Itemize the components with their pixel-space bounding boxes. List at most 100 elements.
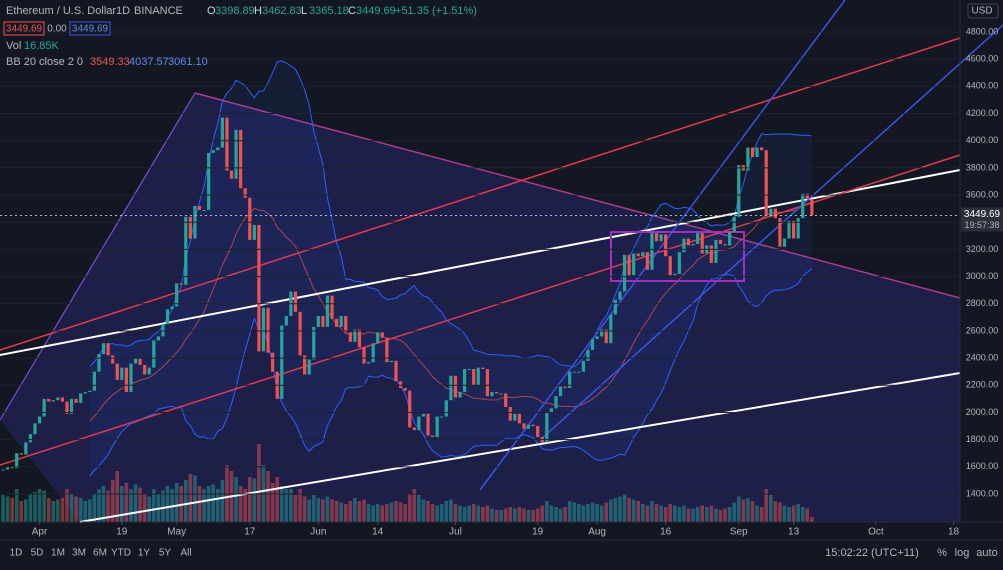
volume-bar: [654, 504, 659, 522]
candle: [801, 193, 805, 219]
volume-bar: [371, 505, 375, 522]
volume-bar: [604, 502, 609, 522]
x-tick-label: 19: [116, 527, 128, 538]
volume-bar: [101, 486, 106, 522]
volume-bar: [467, 505, 471, 522]
volume-bar: [343, 504, 348, 522]
y-tick-label: 4400.00: [966, 81, 999, 91]
y-tick-label: 4000.00: [966, 135, 999, 145]
y-tick-label: 4600.00: [966, 54, 999, 64]
candle: [773, 208, 777, 219]
candle: [152, 340, 156, 368]
candle: [737, 165, 741, 217]
volume-bar: [366, 504, 371, 522]
volume-bar: [627, 498, 631, 522]
volume-bar: [298, 489, 302, 522]
volume-bar: [325, 496, 330, 522]
ohlc-value: 3365.18: [309, 5, 349, 17]
y-tick-label: 3200.00: [966, 244, 999, 254]
channel-line: [539, 24, 1003, 441]
volume-bar: [714, 508, 718, 522]
box-text: 0.00: [47, 24, 67, 35]
volume-bar: [581, 505, 586, 522]
currency[interactable]: USD: [971, 6, 992, 17]
range-button[interactable]: 5D: [31, 548, 44, 559]
candle: [266, 307, 270, 353]
candle: [385, 337, 389, 363]
candle: [746, 147, 750, 171]
volume-bar: [60, 498, 65, 522]
range-button[interactable]: All: [180, 548, 191, 559]
option[interactable]: %: [937, 547, 947, 559]
candle: [220, 117, 224, 148]
candle: [243, 188, 247, 198]
volume-bar: [133, 484, 138, 522]
volume-bar: [289, 489, 293, 522]
range-button[interactable]: 1Y: [138, 548, 151, 559]
candle: [577, 371, 581, 373]
candle: [229, 170, 234, 179]
candle: [124, 367, 128, 393]
candle: [188, 216, 192, 239]
candle: [83, 392, 87, 394]
volume-bar: [362, 499, 366, 522]
y-tick-label: 2200.00: [966, 380, 999, 390]
candle: [677, 252, 681, 274]
volume-bar: [202, 489, 206, 522]
option[interactable]: log: [955, 547, 970, 559]
volume-bar: [540, 505, 545, 522]
volume-bar: [513, 508, 517, 522]
volume-bar: [252, 478, 257, 522]
candle: [586, 349, 590, 361]
candle: [796, 218, 800, 239]
candle: [51, 400, 55, 402]
candle: [481, 367, 485, 369]
ohlc-key: C: [348, 5, 356, 17]
candle: [42, 398, 46, 417]
volume-bar: [302, 496, 307, 522]
candle: [79, 393, 83, 403]
currency-button[interactable]: [967, 3, 999, 19]
candle: [517, 413, 522, 424]
candle: [348, 332, 352, 342]
volume-bar: [161, 490, 165, 522]
volume-bar: [508, 507, 513, 522]
y-tick-label: 1400.00: [966, 488, 999, 498]
candle: [33, 423, 37, 435]
candle: [211, 150, 215, 153]
range-button[interactable]: YTD: [111, 548, 131, 559]
volume-bar: [65, 489, 69, 522]
candle: [728, 231, 732, 246]
candle: [700, 233, 704, 254]
candle: [755, 147, 759, 158]
candle: [184, 216, 188, 285]
candle: [760, 147, 764, 151]
volume-bar: [650, 501, 654, 522]
volume-bar: [704, 507, 709, 522]
candle: [650, 233, 654, 270]
volume-bar: [403, 504, 407, 522]
range-button[interactable]: 3M: [72, 548, 86, 559]
candle: [709, 245, 713, 263]
volume-bar: [503, 508, 508, 522]
volume-bar: [723, 508, 727, 522]
option[interactable]: auto: [976, 547, 997, 559]
volume-bar: [641, 504, 645, 522]
volume-bar: [188, 474, 193, 522]
candle: [65, 401, 69, 414]
volume-bar: [357, 501, 362, 522]
x-tick-label: Jul: [449, 527, 462, 538]
range-button[interactable]: 1D: [10, 548, 23, 559]
ohlc-key: H: [254, 5, 262, 17]
volume-bar: [124, 483, 129, 522]
x-tick-label: Oct: [868, 527, 884, 538]
volume-bar: [14, 489, 19, 522]
y-tick-label: 1600.00: [966, 461, 999, 471]
volume-bar: [668, 504, 673, 522]
volume-bar: [485, 505, 490, 522]
range-button[interactable]: 1M: [51, 548, 65, 559]
candle: [696, 233, 700, 244]
candle: [449, 375, 453, 401]
range-button[interactable]: 6M: [93, 548, 107, 559]
range-button[interactable]: 5Y: [159, 548, 172, 559]
